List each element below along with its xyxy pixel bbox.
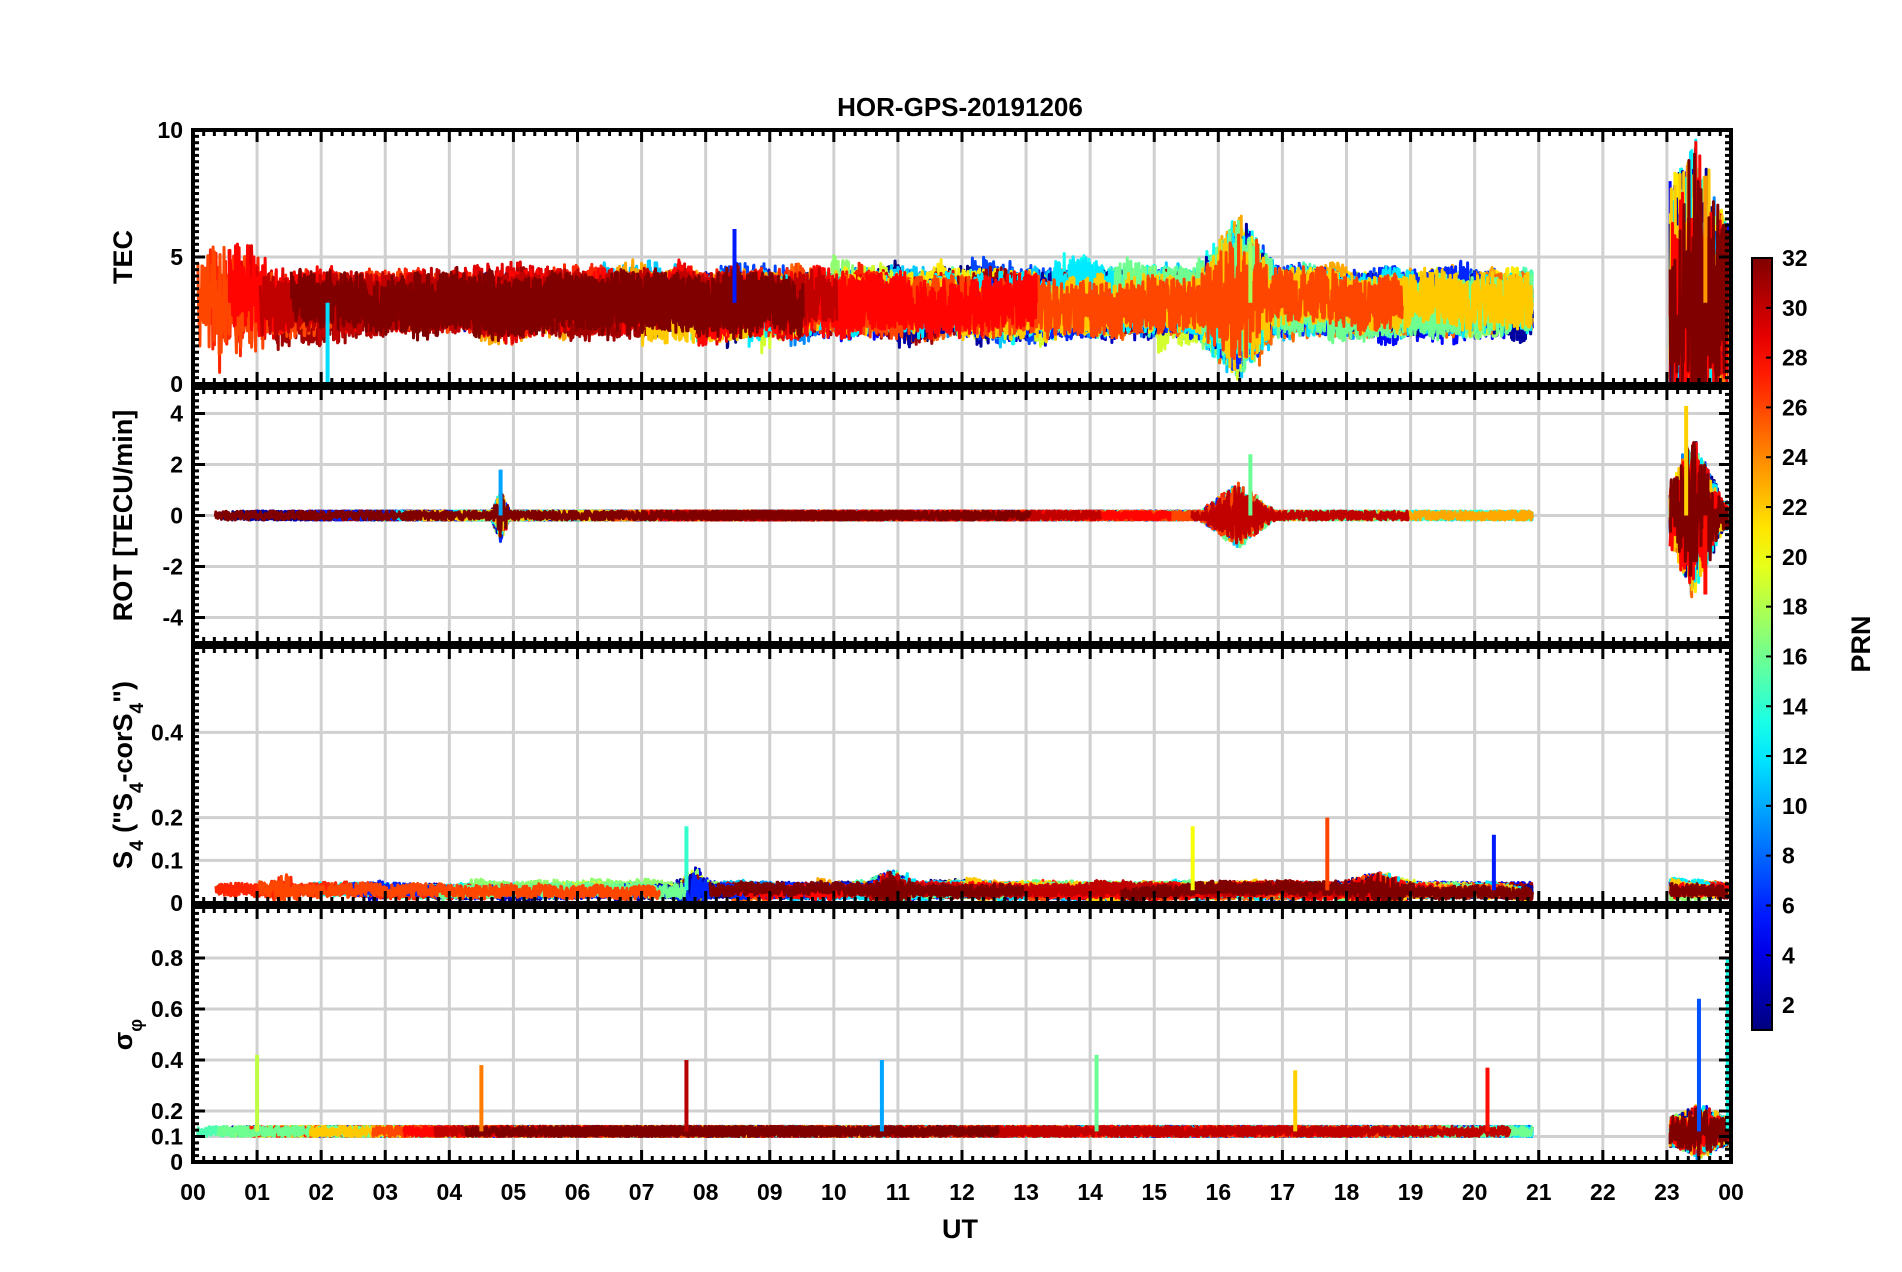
chart-title: HOR-GPS-20191206 [837, 92, 1083, 122]
x-tick-label: 17 [1270, 1179, 1296, 1205]
x-axis-label: UT [942, 1214, 978, 1244]
colorbar-tick-label: 32 [1782, 245, 1808, 271]
x-tick-label: 06 [565, 1179, 591, 1205]
x-tick-label: 22 [1590, 1179, 1616, 1205]
colorbar-tick-label: 26 [1782, 394, 1808, 420]
panel-rot-series-group [213, 441, 1730, 599]
colorbar-gradient [1751, 257, 1773, 1031]
panel-s4-ytick-label: 0.2 [151, 805, 183, 831]
panel-rot-ytick-label: -4 [163, 605, 184, 631]
panel-sigma-ytick-label: 0.6 [151, 996, 183, 1022]
x-tick-label: 21 [1526, 1179, 1552, 1205]
x-tick-label: 00 [1718, 1179, 1744, 1205]
panel-rot-peaks [498, 405, 1708, 595]
panel-tec-peaks [325, 175, 1708, 384]
panel-tec: 0 5 10 TEC [108, 117, 1733, 397]
panel-s4-series-prn-26 [257, 873, 661, 903]
panel-rot-ytick-label: -2 [163, 554, 183, 580]
panel-sigma-series-prn-32 [543, 1124, 843, 1138]
x-tick-label: 12 [949, 1179, 975, 1205]
colorbar-label: PRN [1846, 615, 1876, 672]
panel-s4-ylabel: S4 ("S4-corS4") [108, 681, 148, 869]
panel-tec-ytick-label: 0 [170, 371, 183, 397]
colorbar-tick-label: 30 [1782, 295, 1808, 321]
colorbar-tick-label: 24 [1782, 444, 1808, 470]
panel-tec-series-prn-32 [400, 263, 805, 342]
x-tick-label: 08 [693, 1179, 719, 1205]
panel-sigma-ytick-label: 0.8 [151, 945, 183, 971]
x-tick-label: 02 [308, 1179, 334, 1205]
x-tick-label: 00 [180, 1179, 206, 1205]
colorbar-tick-label: 18 [1782, 594, 1808, 620]
panel-s4-series-prn-32 [1668, 882, 1730, 900]
x-tick-label: 01 [244, 1179, 270, 1205]
panel-tec-ytick-label: 10 [157, 117, 183, 143]
panel-rot-frame [191, 386, 1733, 645]
panel-s4-ytick-label: 0.1 [151, 847, 183, 873]
panel-tec-ylabel: TEC [108, 230, 138, 284]
x-tick-label: 09 [757, 1179, 783, 1205]
panel-tec-series-prn-26 [787, 233, 1404, 360]
x-tick-label: 19 [1398, 1179, 1424, 1205]
x-tick-label: 23 [1654, 1179, 1680, 1205]
panel-rot-series-prn-32 [213, 493, 913, 538]
x-tick-label: 13 [1013, 1179, 1039, 1205]
panel-tec-series-group [196, 138, 1730, 384]
panel-tec-series-prn-32 [1668, 152, 1730, 384]
colorbar-tick-label: 12 [1782, 743, 1808, 769]
colorbar-tick-label: 10 [1782, 793, 1808, 819]
panel-sigma-ytick-label: 0.1 [151, 1124, 183, 1150]
colorbar-tick-label: 16 [1782, 643, 1808, 669]
colorbar-tick-label: 2 [1782, 992, 1795, 1018]
panel-rot-series-prn-32 [1668, 441, 1730, 577]
x-tick-label: 20 [1462, 1179, 1488, 1205]
x-tick-label: 14 [1077, 1179, 1103, 1205]
x-tick-labels: 00 01 02 03 04 05 06 07 08 09 10 11 12 13 14 15 16 17 18 19… [180, 1179, 1744, 1205]
colorbar-tick-label: 22 [1782, 494, 1808, 520]
x-tick-label: 03 [372, 1179, 398, 1205]
x-tick-label: 18 [1334, 1179, 1360, 1205]
colorbar-tick-label: 28 [1782, 345, 1808, 371]
colorbar-tick-label: 6 [1782, 892, 1795, 918]
x-tick-label: 16 [1206, 1179, 1232, 1205]
colorbar-tick-label: 14 [1782, 693, 1808, 719]
panel-tec-frame [191, 128, 1733, 386]
panel-s4-series-prn-32 [708, 870, 1025, 903]
x-tick-label: 07 [629, 1179, 655, 1205]
panel-rot-series-prn-30 [1190, 485, 1410, 545]
panel-rot-ytick-label: 0 [170, 503, 183, 529]
panel-rot-ytick-label: 2 [170, 452, 183, 478]
x-tick-label: 15 [1141, 1179, 1167, 1205]
panel-sigma: 00.10.2 0.4 0.6 0.8 σφ [108, 905, 1733, 1175]
x-tick-label: 05 [501, 1179, 527, 1205]
panel-tec-ytick-label: 5 [170, 244, 183, 270]
panel-sigma-ylabel: σφ [108, 1019, 146, 1050]
x-tick-label: 11 [886, 1179, 911, 1205]
colorbar-tick-label: 8 [1782, 843, 1795, 869]
panel-sigma-ytick-label: 0.2 [151, 1098, 183, 1124]
panel-rot: -4 -2 0 2 4 ROT [TECU/min] [108, 386, 1733, 645]
panel-sigma-peaks [255, 958, 1730, 1132]
x-tick-label: 04 [437, 1179, 463, 1205]
panel-s4-ytick-label: 0 [170, 890, 183, 916]
panel-sigma-series-group [195, 1102, 1730, 1161]
panel-s4-ytick-label: 0.4 [151, 719, 183, 745]
panel-sigma-frame [191, 905, 1733, 1164]
colorbar-tick-label: 4 [1782, 942, 1795, 968]
panel-rot-ylabel: ROT [TECU/min] [108, 410, 138, 621]
x-tick-label: 10 [821, 1179, 847, 1205]
panel-s4: 0 0.1 0.2 0.4S4 ("S4-corS4") [108, 645, 1733, 916]
panel-sigma-ytick-label: 0 [170, 1149, 183, 1175]
panel-sigma-series-prn-30 [955, 1124, 1512, 1138]
colorbar-tick-label: 20 [1782, 544, 1808, 570]
panel-s4-frame [191, 645, 1733, 905]
panel-rot-ytick-label: 4 [170, 401, 183, 427]
panel-s4-peaks [684, 817, 1496, 891]
panel-sigma-ytick-label: 0.4 [151, 1047, 183, 1073]
